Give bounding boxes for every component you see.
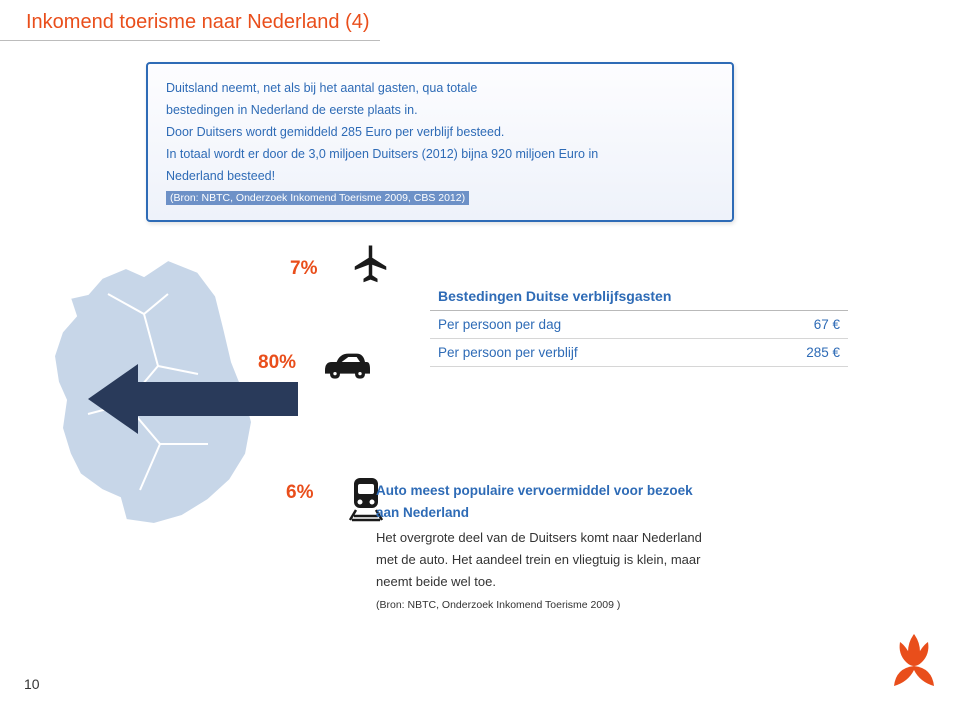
- incoming-arrow-icon: [88, 364, 298, 434]
- spend-value: 285 €: [768, 339, 848, 367]
- bottom-source: (Bron: NBTC, Onderzoek Inkomend Toerisme…: [376, 597, 876, 615]
- callout-source: (Bron: NBTC, Onderzoek Inkomend Toerisme…: [166, 191, 469, 205]
- spend-value: 67 €: [768, 311, 848, 339]
- callout-line: Door Duitsers wordt gemiddeld 285 Euro p…: [166, 122, 714, 144]
- summary-callout: Duitsland neemt, net als bij het aantal …: [146, 62, 734, 222]
- car-icon: [320, 350, 370, 384]
- callout-line: Duitsland neemt, net als bij het aantal …: [166, 78, 714, 100]
- spend-label: Per persoon per verblijf: [430, 339, 768, 367]
- pct-car-label: 80%: [258, 352, 296, 374]
- spend-label: Per persoon per dag: [430, 311, 768, 339]
- callout-line: Nederland besteed!: [166, 166, 714, 188]
- callout-line: In totaal wordt er door de 3,0 miljoen D…: [166, 144, 714, 166]
- transport-explanation: Auto meest populaire vervoermiddel voor …: [376, 480, 876, 615]
- bottom-body: Het overgrote deel van de Duitsers komt …: [376, 527, 876, 593]
- bottom-heading: Auto meest populaire vervoermiddel voor …: [376, 480, 876, 523]
- pct-plane-label: 7%: [290, 258, 317, 280]
- pct-train-label: 6%: [286, 482, 313, 504]
- page-number: 10: [24, 676, 40, 692]
- plane-icon: [346, 242, 388, 284]
- callout-line: bestedingen in Nederland de eerste plaat…: [166, 100, 714, 122]
- table-row: Per persoon per verblijf 285 €: [430, 339, 848, 367]
- table-row: Per persoon per dag 67 €: [430, 311, 848, 339]
- page-title-band: Inkomend toerisme naar Nederland (4): [0, 6, 380, 41]
- spendings-table-header: Bestedingen Duitse verblijfsgasten: [430, 282, 848, 311]
- tulip-logo-icon: [892, 632, 936, 688]
- transport-mode-graphic: 7% 80% 6%: [48, 254, 372, 538]
- page-title: Inkomend toerisme naar Nederland (4): [26, 11, 370, 33]
- spendings-table: Bestedingen Duitse verblijfsgasten Per p…: [430, 282, 848, 367]
